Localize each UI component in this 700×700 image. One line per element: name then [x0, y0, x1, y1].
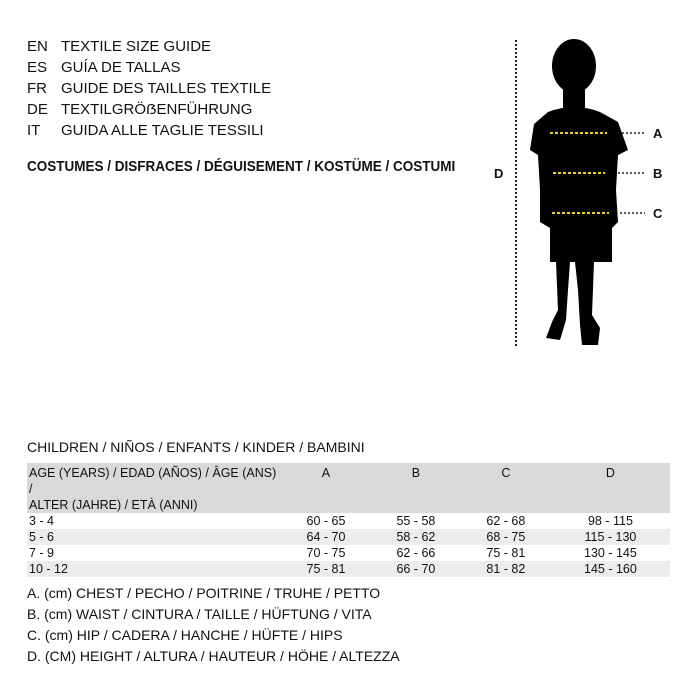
- value-cell: 68 - 75: [460, 529, 551, 545]
- value-cell: 98 - 115: [587, 514, 633, 528]
- size-table: AGE (YEARS) / EDAD (AÑOS) / ÂGE (ANS) / …: [27, 463, 670, 577]
- value-cell: 55 - 58: [396, 514, 436, 528]
- age-cell: 10 - 12: [27, 561, 281, 577]
- title-text: TEXTILGRÖẞENFÜHRUNG: [61, 101, 253, 118]
- age-header: AGE (YEARS) / EDAD (AÑOS) / ÂGE (ANS) / …: [27, 463, 281, 513]
- value-cell: 70 - 75: [306, 546, 346, 560]
- table-row: 7 - 9 70 - 75 62 - 66 75 - 81 130 - 145: [27, 545, 670, 561]
- lang-code: IT: [27, 122, 41, 139]
- table-row: 5 - 6 64 - 70 58 - 62 68 - 75 115 - 130: [27, 529, 670, 545]
- col-header-b: B: [370, 463, 461, 513]
- label-a: A: [653, 126, 663, 141]
- category-heading: COSTUMES / DISFRACES / DÉGUISEMENT / KOS…: [27, 158, 456, 175]
- lang-code: DE: [27, 101, 48, 118]
- lang-code: FR: [27, 80, 47, 97]
- value-cell: 64 - 70: [281, 529, 371, 545]
- col-header-a: A: [281, 463, 371, 513]
- legend-chest: A. (cm) CHEST / PECHO / POITRINE / TRUHE…: [27, 585, 381, 601]
- value-cell: 115 - 130: [550, 529, 670, 545]
- value-cell: 58 - 62: [370, 529, 461, 545]
- value-cell: 60 - 65: [306, 514, 346, 528]
- section-heading: CHILDREN / NIÑOS / ENFANTS / KINDER / BA…: [27, 439, 365, 455]
- child-silhouette-icon: [530, 39, 628, 345]
- title-text: GUIDA ALLE TAGLIE TESSILI: [61, 122, 264, 139]
- label-c: C: [653, 206, 663, 221]
- table-row: 3 - 4 60 - 65 55 - 58 62 - 68 98 - 115: [27, 513, 670, 529]
- value-cell: 81 - 82: [460, 561, 551, 577]
- table-header-row: AGE (YEARS) / EDAD (AÑOS) / ÂGE (ANS) / …: [27, 463, 670, 513]
- age-cell: 5 - 6: [27, 529, 281, 545]
- title-text: GUÍA DE TALLAS: [61, 59, 181, 76]
- child-silhouette-figure: [515, 39, 645, 346]
- measure-lines: [550, 132, 609, 214]
- value-cell: 75 - 81: [281, 561, 371, 577]
- value-cell: 130 - 145: [584, 546, 637, 560]
- legend-waist: B. (cm) WAIST / CINTURA / TAILLE / HÜFTU…: [27, 606, 372, 622]
- legend-hip: C. (cm) HIP / CADERA / HANCHE / HÜFTE / …: [27, 627, 343, 643]
- age-cell: 7 - 9: [29, 546, 55, 560]
- lang-code: EN: [27, 38, 48, 55]
- label-d: D: [494, 166, 504, 181]
- col-header-c: C: [460, 463, 551, 513]
- col-header-d: D: [550, 463, 670, 513]
- legend-height: D. (CM) HEIGHT / ALTURA / HAUTEUR / HÖHE…: [27, 648, 400, 664]
- title-text: GUIDE DES TAILLES TEXTILE: [61, 80, 272, 97]
- value-cell: 75 - 81: [486, 546, 526, 560]
- table-row: 10 - 12 75 - 81 66 - 70 81 - 82 145 - 16…: [27, 561, 670, 577]
- value-cell: 62 - 66: [396, 546, 436, 560]
- age-cell: 3 - 4: [29, 514, 55, 528]
- lang-code: ES: [27, 59, 48, 76]
- title-text: TEXTILE SIZE GUIDE: [61, 38, 212, 55]
- value-cell: 66 - 70: [370, 561, 461, 577]
- value-cell: 62 - 68: [486, 514, 526, 528]
- label-b: B: [653, 166, 663, 181]
- value-cell: 145 - 160: [550, 561, 670, 577]
